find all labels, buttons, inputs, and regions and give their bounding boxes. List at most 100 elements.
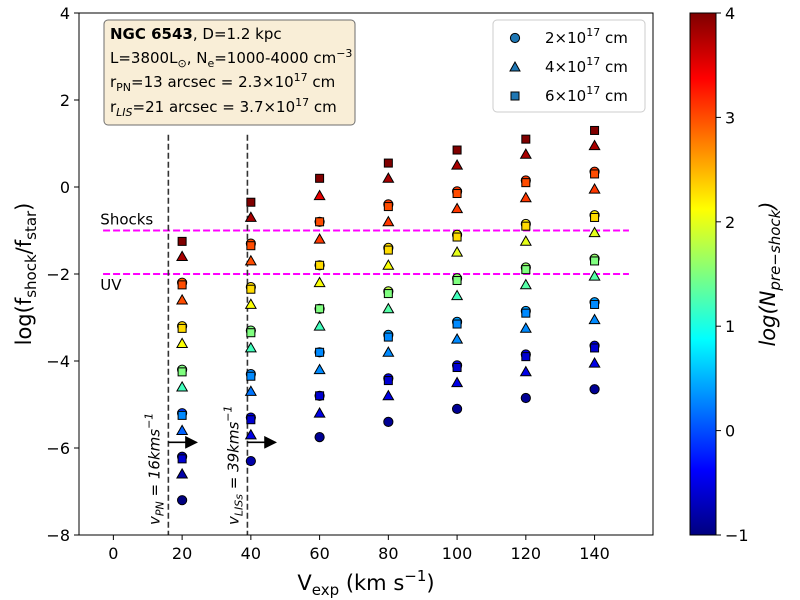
- triangle-point-31: [519, 322, 532, 333]
- square-point-35: [521, 134, 531, 144]
- triangle-point-7: [244, 385, 257, 396]
- square-point-22: [383, 202, 393, 212]
- square-point-26: [452, 276, 462, 286]
- square-point-15: [315, 260, 325, 270]
- circle-point-6: [245, 455, 256, 467]
- legend-label-0: 2×1017 cm: [545, 26, 628, 47]
- triangle-point-29: [451, 159, 464, 170]
- colorbar-label: log(Npre−shock): [756, 201, 784, 346]
- colorbar-tick-label-2: 2: [725, 213, 735, 232]
- triangle-point-2: [176, 380, 189, 392]
- triangle-point-30: [519, 365, 532, 377]
- square-point-25: [452, 319, 462, 329]
- triangle-point-3: [176, 337, 189, 348]
- square-point-31: [521, 308, 531, 318]
- y-tick-label--4: −4: [46, 352, 70, 371]
- triangle-point-18: [382, 389, 395, 401]
- square-point-19: [383, 332, 393, 342]
- triangle-point-20: [382, 302, 395, 314]
- y-tick-label-0: 0: [60, 178, 70, 197]
- triangle-point-24: [451, 376, 464, 388]
- square-point-20: [383, 289, 393, 299]
- threshold-label-shocks: Shocks: [100, 211, 153, 229]
- triangle-point-4: [176, 293, 189, 305]
- colorbar-tick-label-1: 1: [725, 317, 735, 336]
- triangle-point-11: [244, 211, 257, 222]
- square-point-8: [246, 328, 256, 338]
- square-point-7: [246, 371, 256, 381]
- triangle-point-1: [176, 424, 189, 435]
- square-point-38: [590, 256, 600, 266]
- triangle-point-27: [451, 246, 464, 257]
- triangle-point-15: [313, 276, 326, 288]
- square-point-13: [315, 347, 325, 357]
- square-point-6: [246, 415, 256, 425]
- triangle-point-9: [244, 298, 257, 309]
- square-point-34: [521, 178, 531, 188]
- square-point-16: [315, 217, 325, 227]
- colorbar: [689, 12, 717, 536]
- square-point-21: [383, 245, 393, 255]
- square-point-30: [521, 352, 531, 362]
- legend-label-1: 4×1017 cm: [545, 55, 628, 76]
- square-point-5: [177, 236, 187, 246]
- legend-marker-circle: [509, 32, 521, 44]
- square-point-12: [315, 391, 325, 401]
- colorbar-tick-label-3: 3: [725, 108, 735, 127]
- triangle-point-35: [519, 148, 532, 159]
- y-axis-label: log(fshock/fstar): [12, 203, 40, 346]
- circle-point-0: [177, 495, 188, 506]
- triangle-point-8: [244, 341, 257, 353]
- triangle-point-25: [451, 333, 464, 344]
- square-point-24: [452, 363, 462, 373]
- triangle-point-13: [313, 363, 326, 375]
- square-point-39: [590, 212, 600, 222]
- vline-label-1: vLISs = 39kms−1: [221, 405, 245, 525]
- square-point-40: [590, 169, 600, 179]
- triangle-point-26: [451, 289, 464, 301]
- triangle-point-33: [519, 235, 532, 246]
- x-tick-label-120: 120: [511, 544, 542, 563]
- square-point-27: [452, 232, 462, 242]
- square-point-14: [315, 304, 325, 314]
- colorbar-tick-label-0: 0: [725, 422, 735, 441]
- triangle-point-12: [313, 406, 326, 418]
- triangle-point-38: [588, 269, 601, 281]
- x-tick-label-20: 20: [172, 544, 192, 563]
- triangle-point-6: [244, 428, 257, 440]
- colorbar-tick-label--1: −1: [725, 526, 749, 545]
- threshold-label-uv: UV: [100, 276, 122, 294]
- square-point-17: [315, 173, 325, 183]
- square-point-11: [246, 197, 256, 207]
- y-tick-label--6: −6: [46, 439, 70, 458]
- square-point-28: [452, 189, 462, 199]
- info-line-2: L=3800L⊙, Ne=1000-4000 cm−3: [110, 47, 352, 70]
- triangle-point-41: [588, 139, 601, 151]
- square-point-23: [383, 158, 393, 168]
- square-point-3: [177, 323, 187, 333]
- square-point-29: [452, 145, 462, 155]
- triangle-point-32: [519, 278, 532, 290]
- triangle-point-37: [588, 313, 601, 325]
- x-tick-label-140: 140: [579, 544, 610, 563]
- triangle-point-40: [588, 182, 601, 194]
- square-point-41: [590, 125, 600, 135]
- circle-point-36: [589, 384, 600, 395]
- info-line-4: rLIS​=21 arcsec = 3.7×1017​ cm: [110, 96, 337, 119]
- legend-box: [492, 19, 646, 113]
- triangle-point-17: [313, 189, 326, 201]
- triangle-point-23: [382, 172, 395, 183]
- triangle-point-21: [382, 259, 395, 270]
- x-tick-label-0: 0: [108, 544, 118, 563]
- legend-marker-triangle: [509, 60, 521, 72]
- legend-label-2: 6×1017 cm: [545, 84, 628, 105]
- triangle-point-36: [588, 356, 601, 368]
- square-point-2: [177, 367, 187, 377]
- triangle-point-14: [313, 319, 326, 331]
- x-axis-label: Vexp (km s−1): [297, 567, 434, 599]
- circle-point-24: [451, 403, 463, 414]
- triangle-point-39: [588, 226, 601, 238]
- square-point-10: [246, 241, 256, 251]
- triangle-point-34: [519, 191, 532, 203]
- circle-point-12: [314, 432, 325, 443]
